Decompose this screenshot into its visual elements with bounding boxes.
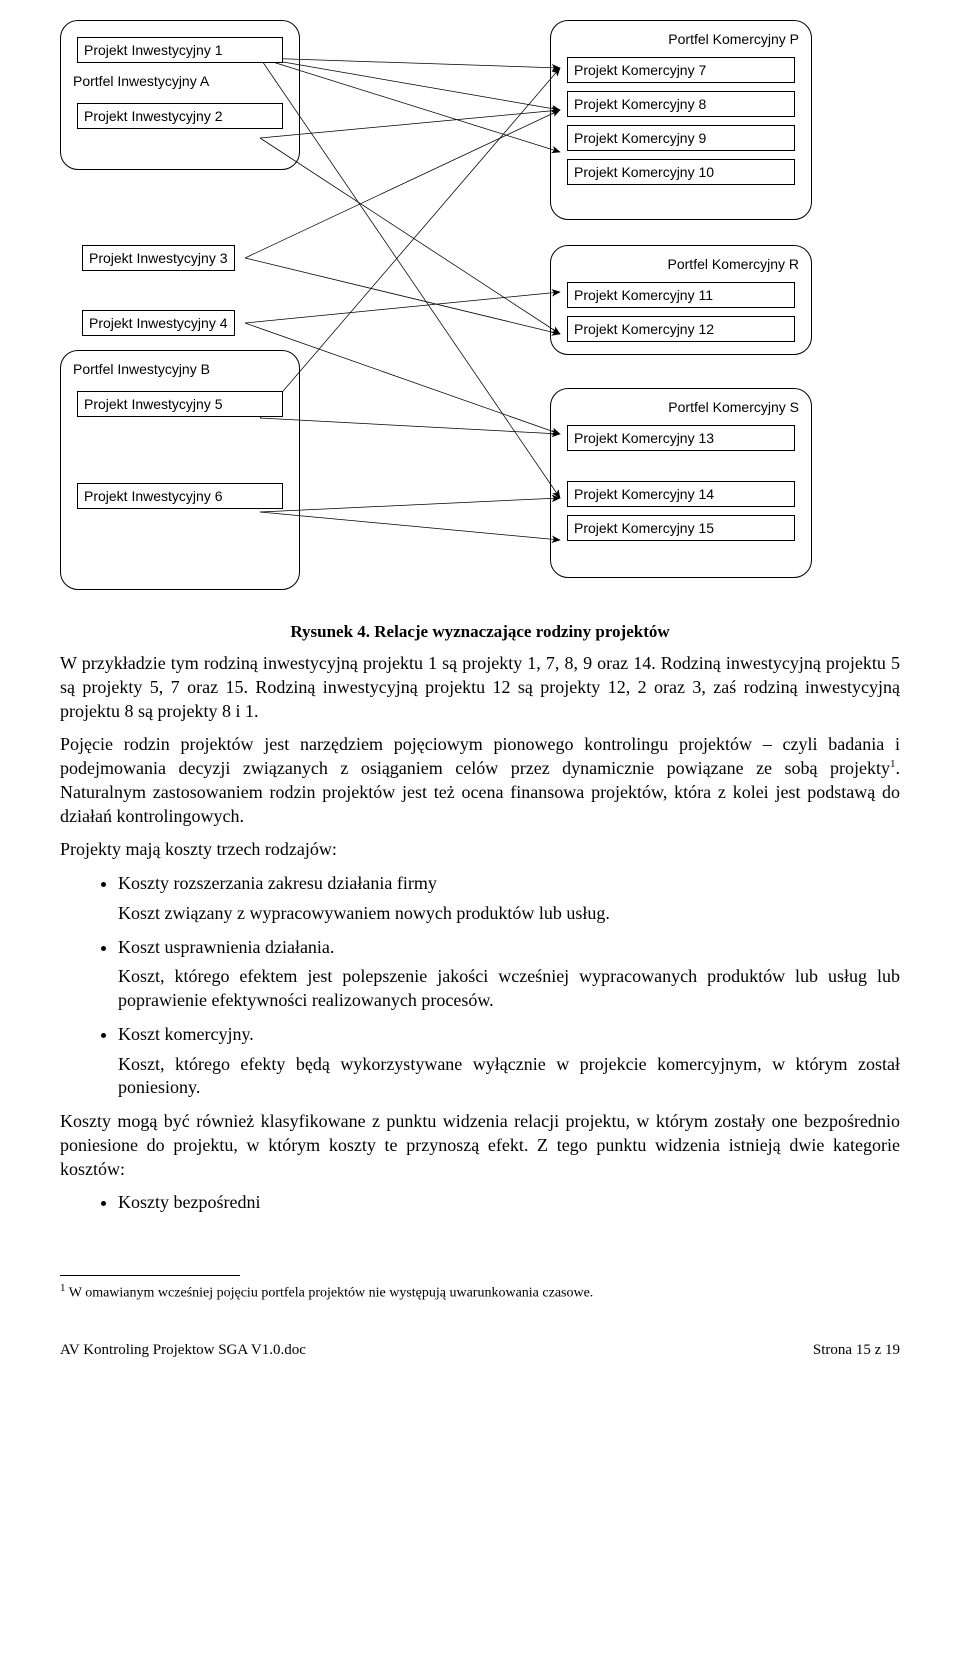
portfolio-r: Portfel Komercyjny R Projekt Komercyjny … (550, 245, 812, 355)
network-diagram: Projekt Inwestycyjny 1 Portfel Inwestycy… (60, 20, 900, 610)
project-inwest-4: Projekt Inwestycyjny 4 (82, 310, 235, 336)
project-inwest-3: Projekt Inwestycyjny 3 (82, 245, 235, 271)
project-kom-13: Projekt Komercyjny 13 (567, 425, 795, 451)
footnote-text: W omawianym wcześniej pojęciu portfela p… (66, 1286, 594, 1301)
portfolio-b: Portfel Inwestycyjny B Projekt Inwestycy… (60, 350, 300, 590)
project-inwest-2: Projekt Inwestycyjny 2 (77, 103, 283, 129)
portfolio-r-title: Portfel Komercyjny R (559, 254, 803, 274)
project-inwest-5: Projekt Inwestycyjny 5 (77, 391, 283, 417)
portfolio-a-title: Portfel Inwestycyjny A (69, 71, 291, 95)
page-footer: AV Kontroling Projektow SGA V1.0.doc Str… (60, 1342, 900, 1359)
cost-categories-list: Koszty bezpośredni (60, 1191, 900, 1215)
figure-caption: Rysunek 4. Relacje wyznaczające rodziny … (60, 622, 900, 642)
footnote-1: 1 W omawianym wcześniej pojęciu portfela… (60, 1282, 900, 1302)
list-item: Koszt usprawnienia działania. Koszt, któ… (118, 936, 900, 1013)
bullet-label: Koszt usprawnienia działania. (118, 937, 334, 957)
portfolio-p: Portfel Komercyjny P Projekt Komercyjny … (550, 20, 812, 220)
portfolio-a: Projekt Inwestycyjny 1 Portfel Inwestycy… (60, 20, 300, 170)
list-item: Koszty bezpośredni (118, 1191, 900, 1215)
para-3: Projekty mają koszty trzech rodzajów: (60, 838, 900, 862)
footnote-separator (60, 1275, 240, 1276)
list-item: Koszt komercyjny. Koszt, którego efekty … (118, 1023, 900, 1100)
bullet-label: Koszt komercyjny. (118, 1024, 254, 1044)
bullet-sub: Koszt, którego efektem jest polepszenie … (118, 965, 900, 1013)
portfolio-s-title: Portfel Komercyjny S (559, 397, 803, 417)
project-kom-7: Projekt Komercyjny 7 (567, 57, 795, 83)
cost-types-list: Koszty rozszerzania zakresu działania fi… (60, 872, 900, 1100)
para-2: Pojęcie rodzin projektów jest narzędziem… (60, 733, 900, 828)
project-inwest-1: Projekt Inwestycyjny 1 (77, 37, 283, 63)
project-kom-15: Projekt Komercyjny 15 (567, 515, 795, 541)
bullet-label: Koszty rozszerzania zakresu działania fi… (118, 873, 437, 893)
bullet-sub: Koszt związany z wypracowywaniem nowych … (118, 902, 900, 926)
project-kom-10: Projekt Komercyjny 10 (567, 159, 795, 185)
project-kom-9: Projekt Komercyjny 9 (567, 125, 795, 151)
portfolio-s: Portfel Komercyjny S Projekt Komercyjny … (550, 388, 812, 578)
project-kom-12: Projekt Komercyjny 12 (567, 316, 795, 342)
project-kom-8: Projekt Komercyjny 8 (567, 91, 795, 117)
portfolio-p-title: Portfel Komercyjny P (559, 29, 803, 49)
project-inwest-6: Projekt Inwestycyjny 6 (77, 483, 283, 509)
footer-left: AV Kontroling Projektow SGA V1.0.doc (60, 1342, 306, 1359)
footer-right: Strona 15 z 19 (813, 1342, 900, 1359)
para-2a: Pojęcie rodzin projektów jest narzędziem… (60, 734, 900, 778)
bullet-label: Koszty bezpośredni (118, 1192, 260, 1212)
para-4: Koszty mogą być również klasyfikowane z … (60, 1110, 900, 1181)
bullet-sub: Koszt, którego efekty będą wykorzystywan… (118, 1053, 900, 1101)
list-item: Koszty rozszerzania zakresu działania fi… (118, 872, 900, 926)
project-kom-11: Projekt Komercyjny 11 (567, 282, 795, 308)
para-1: W przykładzie tym rodziną inwestycyjną p… (60, 652, 900, 723)
project-kom-14: Projekt Komercyjny 14 (567, 481, 795, 507)
portfolio-b-title: Portfel Inwestycyjny B (69, 359, 291, 383)
